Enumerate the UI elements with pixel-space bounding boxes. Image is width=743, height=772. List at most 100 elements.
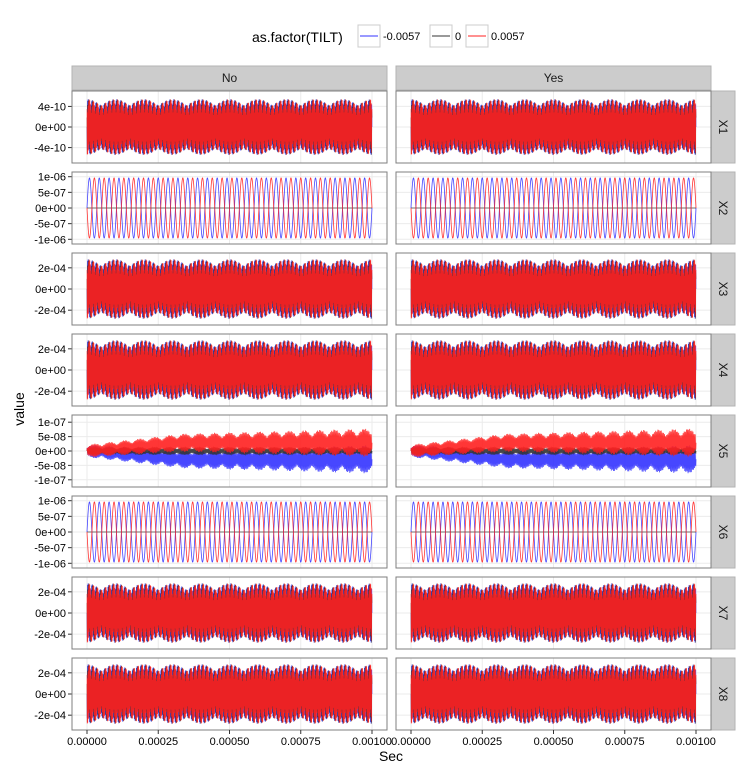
y-tick-label: 4e-10 (38, 101, 66, 113)
series-line-0.0057 (410, 583, 697, 643)
panel-border (395, 576, 712, 650)
x-tick-label: 0.00000 (391, 736, 431, 748)
col-strip-0 (71, 65, 388, 91)
legend-entry-2: 0.0057 (465, 24, 525, 48)
legend-label-1: 0 (455, 31, 461, 43)
panel-border (71, 252, 388, 326)
series-line-0.0057 (410, 340, 697, 400)
panel-x6-yes (395, 495, 712, 569)
col-strip-label-1: Yes (544, 71, 564, 85)
panel-border (395, 171, 712, 245)
row-strip-label-x1: X1 (716, 120, 730, 135)
series-line-0.0057 (86, 501, 373, 563)
row-strip-x8 (710, 657, 736, 731)
panel-border (395, 333, 712, 407)
series-line-0.0057 (410, 664, 697, 724)
y-tick-label: -1e-07 (34, 475, 66, 487)
row-strip-label-x3: X3 (716, 282, 730, 297)
panel-border (71, 171, 388, 245)
panel-x1-yes (395, 90, 712, 164)
y-tick-label: 2e-04 (38, 668, 66, 680)
panel-x8-no (71, 657, 388, 731)
x-tick-label: 0.00075 (605, 736, 645, 748)
series-line-0.0057 (410, 177, 697, 239)
row-strip-label-x5: X5 (716, 444, 730, 459)
x-tick-label: 0.00025 (462, 736, 502, 748)
row-strip-label-x6: X6 (716, 525, 730, 540)
panel-border (71, 495, 388, 569)
series-line-0.0057 (86, 583, 373, 643)
panel-x5-no (71, 414, 388, 488)
row-strip-label-x4: X4 (716, 363, 730, 378)
panel-border (71, 333, 388, 407)
panel-border (71, 576, 388, 650)
legend-entry-1: 0 (429, 24, 461, 48)
y-tick-label: 5e-08 (38, 432, 66, 444)
y-tick-label: -5e-07 (34, 543, 66, 555)
series-line-0.0057 (86, 664, 373, 724)
y-axis-title: value (11, 392, 27, 426)
y-tick-label: 0e+00 (35, 122, 66, 134)
series-line-0.0057 (86, 428, 373, 457)
panel-x3-yes (395, 252, 712, 326)
legend-label-2: 0.0057 (491, 31, 525, 43)
y-tick-label: -1e-06 (34, 234, 66, 246)
col-strip-label-0: No (222, 71, 238, 85)
panel-x2-yes (395, 171, 712, 245)
row-strip-label-x8: X8 (716, 687, 730, 702)
y-tick-label: -2e-04 (34, 386, 66, 398)
panel-border (71, 414, 388, 488)
y-tick-label: 1e-06 (38, 172, 66, 184)
series-line-0.0057 (410, 428, 697, 457)
panel-x4-no (71, 333, 388, 407)
panel-x5-yes (395, 414, 712, 488)
panel-x7-no (71, 576, 388, 650)
y-tick-label: 0e+00 (35, 284, 66, 296)
y-tick-label: 5e-07 (38, 187, 66, 199)
legend-title: as.factor(TILT) (252, 29, 343, 45)
series-line-0.0057 (86, 99, 373, 155)
y-tick-label: -4e-10 (34, 143, 66, 155)
y-tick-label: 1e-06 (38, 496, 66, 508)
y-tick-label: -2e-04 (34, 629, 66, 641)
row-strip-x1 (710, 90, 736, 164)
x-tick-label: 0.00025 (138, 736, 178, 748)
x-tick-label: 0.00100 (676, 736, 716, 748)
y-tick-label: 2e-04 (38, 587, 66, 599)
series-line-0.0057 (86, 340, 373, 400)
row-strip-x2 (710, 171, 736, 245)
panel-x4-yes (395, 333, 712, 407)
series-line-0.0057 (410, 259, 697, 319)
legend-label-0: -0.0057 (383, 31, 420, 43)
y-tick-label: 0e+00 (35, 203, 66, 215)
row-strip-x5 (710, 414, 736, 488)
panel-border (395, 495, 712, 569)
y-tick-label: -5e-07 (34, 219, 66, 231)
y-tick-label: 0e+00 (35, 527, 66, 539)
y-tick-label: 0e+00 (35, 446, 66, 458)
legend-entry-0: -0.0057 (357, 24, 420, 48)
series-line-0.0057 (410, 501, 697, 563)
y-tick-label: 2e-04 (38, 263, 66, 275)
y-tick-label: -2e-04 (34, 710, 66, 722)
panel-x2-no (71, 171, 388, 245)
y-tick-label: 0e+00 (35, 689, 66, 701)
y-tick-label: 0e+00 (35, 365, 66, 377)
y-tick-label: 2e-04 (38, 344, 66, 356)
row-strip-label-x2: X2 (716, 201, 730, 216)
series-line-0.0057 (86, 177, 373, 239)
y-tick-label: 1e-07 (38, 417, 66, 429)
panel-border (395, 90, 712, 164)
y-tick-label: 0e+00 (35, 608, 66, 620)
panel-x8-yes (395, 657, 712, 731)
series-line-0.0057 (410, 99, 697, 155)
x-tick-label: 0.00075 (281, 736, 321, 748)
series-line-0.0057 (86, 259, 373, 319)
x-tick-label: 0.00050 (210, 736, 250, 748)
panel-x7-yes (395, 576, 712, 650)
panel-x6-no (71, 495, 388, 569)
panel-x1-no (71, 90, 388, 164)
col-strip-1 (395, 65, 712, 91)
y-tick-label: 5e-07 (38, 511, 66, 523)
